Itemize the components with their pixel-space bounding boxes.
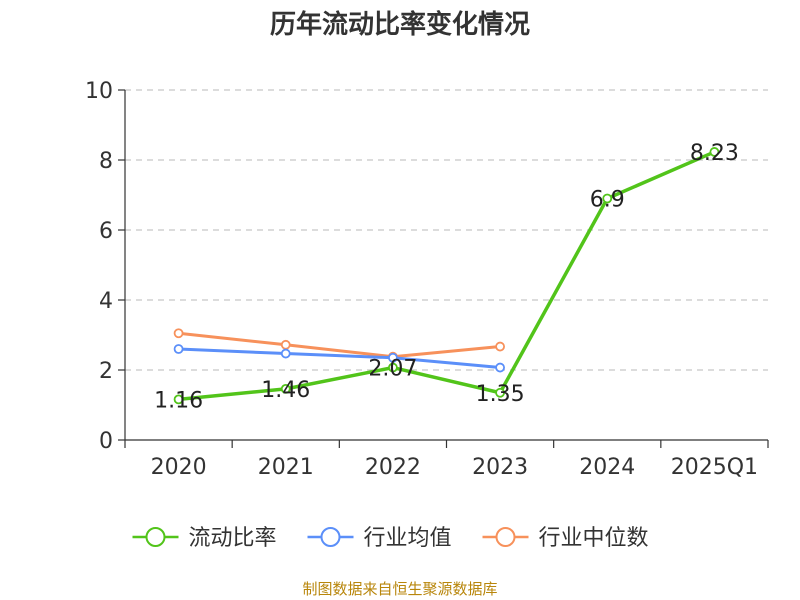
series-0-point[interactable]	[173, 394, 184, 405]
series-1-point[interactable]	[280, 348, 291, 359]
series-1-point[interactable]	[173, 344, 184, 354]
series-2-point[interactable]	[280, 339, 291, 350]
chart-title: 历年流动比率变化情况	[269, 10, 530, 40]
legend-label: 行业均值	[364, 526, 452, 551]
y-tick-label: 6	[99, 219, 113, 244]
y-tick-label: 10	[85, 79, 113, 104]
series-0-point[interactable]	[709, 147, 720, 157]
legend[interactable]: 流动比率 行业均值 行业中位数	[132, 526, 649, 551]
x-tick-label: 2023	[472, 455, 528, 480]
data-label: 8.23	[690, 141, 739, 166]
series-1-point[interactable]	[495, 362, 505, 373]
y-tick-label: 8	[99, 149, 113, 174]
series-2-line	[177, 331, 502, 359]
x-tick-label: 2021	[258, 455, 314, 480]
series-2-point[interactable]	[173, 328, 184, 339]
series-2-point[interactable]	[495, 341, 505, 352]
series-0-point[interactable]	[495, 387, 505, 398]
series-lines	[173, 147, 720, 405]
series-0-line	[176, 150, 717, 402]
legend-swatch-marker	[495, 527, 516, 547]
series-0-point[interactable]	[602, 193, 613, 204]
axes: 0 2 4 6 8 10 2020 2021 2022 2023 2024 2025Q1	[85, 79, 769, 480]
data-label: 2.07	[368, 357, 417, 382]
legend-swatch-marker	[320, 527, 341, 547]
x-tick-label: 2025Q1	[671, 455, 758, 480]
legend-swatch-marker	[145, 527, 166, 547]
y-tick-label: 0	[99, 429, 113, 454]
source-note: 制图数据来自恒生聚源数据库	[302, 580, 498, 598]
legend-label: 流动比率	[189, 526, 277, 551]
legend-label: 行业中位数	[539, 526, 649, 551]
y-tick-label: 2	[99, 359, 113, 384]
x-tick-label: 2022	[365, 455, 421, 480]
series-1-line	[177, 347, 502, 370]
data-labels: 1.16 1.46 2.07 1.35 6.9 8.23	[154, 141, 739, 413]
x-tick-label: 2024	[579, 455, 635, 480]
y-tick-label: 4	[99, 289, 113, 314]
data-label: 1.16	[154, 388, 203, 413]
data-label: 6.9	[590, 188, 625, 213]
legend-item-1[interactable]: 行业均值	[307, 526, 452, 551]
series-0-point[interactable]	[388, 362, 398, 373]
data-label: 1.35	[476, 382, 525, 407]
series-0-point[interactable]	[280, 383, 291, 394]
data-label: 1.46	[261, 378, 310, 403]
legend-item-2[interactable]: 行业中位数	[482, 526, 649, 551]
x-tick-label: 2020	[151, 455, 207, 480]
legend-item-0[interactable]: 流动比率	[132, 526, 277, 551]
grid-lines	[125, 89, 768, 371]
series-1-point[interactable]	[388, 352, 398, 363]
